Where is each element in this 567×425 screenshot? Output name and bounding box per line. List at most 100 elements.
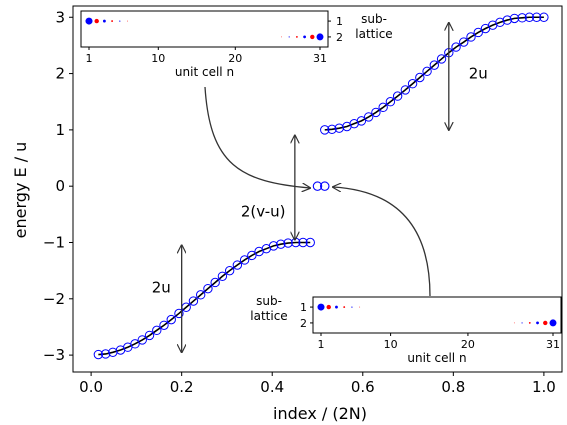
inset-x-label: unit cell n [407, 351, 466, 365]
lower-band-point [276, 239, 286, 249]
inset-x-tick-label: 10 [151, 52, 165, 65]
sublattice2-site [310, 34, 315, 40]
lower-band-point [239, 255, 250, 265]
upper-band-point [524, 12, 535, 22]
annotation-label: 2u [469, 65, 488, 83]
inset-connector-arrows [204, 86, 431, 297]
annotation-arrows: 2u 2(v-u) 2u [152, 23, 488, 352]
upper-band-point [459, 37, 469, 47]
inset-y-tick-label: 2 [300, 317, 307, 330]
sublattice1-site [94, 18, 99, 24]
upper-band-point [517, 13, 527, 23]
inset-frame [80, 10, 329, 48]
band-curves [98, 16, 544, 356]
sublattice1-site [111, 20, 113, 22]
sublattice2-site [296, 36, 298, 38]
sublattice2-site [316, 33, 324, 41]
sublattice2-site [288, 36, 290, 38]
lower-band-point [305, 237, 315, 248]
sublattice2-site [303, 35, 306, 39]
inset-side-label: lattice [250, 309, 287, 323]
inset-x-label: unit cell n [175, 65, 234, 79]
upper-band-point [466, 32, 476, 42]
y-tick-label: 3 [55, 8, 65, 26]
x-tick-label: 0.4 [260, 378, 284, 396]
plot-area [72, 5, 563, 373]
sublattice2-site [543, 320, 548, 326]
lower-band-point [217, 271, 228, 281]
lower-band-point [224, 265, 235, 276]
inset-y-tick-label: 1 [336, 15, 343, 28]
upper-band-point [509, 13, 520, 24]
inset-x-tick-label: 31 [313, 52, 327, 65]
lower-band-point [210, 277, 220, 288]
sublattice1-site [343, 306, 346, 308]
sublattice1-site [335, 305, 338, 309]
sublattice1-site [359, 306, 361, 308]
lower-band-point [152, 325, 162, 336]
lower-band-point [130, 339, 140, 349]
lower-band-point [195, 290, 206, 300]
upper-band-curve [324, 16, 544, 131]
inset-x-tick-label: 20 [228, 52, 242, 65]
lower-band-point [100, 349, 111, 359]
y-tick-label: 0 [55, 177, 65, 195]
x-axis-label: index / (2N) [273, 404, 367, 423]
band-markers [93, 12, 549, 360]
inset-side-label: sub- [256, 294, 282, 308]
upper-band-point [327, 124, 337, 135]
lower-band-point [159, 320, 169, 330]
upper-band-point [363, 112, 374, 122]
upper-band-point [320, 125, 330, 135]
sublattice2-site [281, 36, 282, 38]
y-tick-label: −1 [43, 233, 65, 251]
lower-band-point [166, 314, 176, 325]
upper-band-point [392, 91, 403, 101]
upper-band-point [400, 85, 411, 95]
lower-band-point [298, 237, 308, 248]
lower-band-point [232, 260, 243, 270]
sublattice1-site [103, 19, 106, 23]
inset-y-tick-label: 2 [336, 31, 343, 44]
lower-band-point [268, 241, 279, 251]
upper-band-point [356, 116, 367, 126]
x-tick-label: 0.0 [79, 378, 103, 396]
sublattice2-site [521, 322, 523, 324]
y-tick-label: 1 [55, 121, 65, 139]
lower-band-curve [98, 241, 311, 356]
y-tick-label: 2 [55, 65, 65, 83]
inset-side-label: sub- [361, 12, 387, 26]
lower-band-point [283, 238, 293, 248]
upper-band-point [473, 27, 483, 38]
sublattice1-site [119, 20, 121, 22]
lower-band-point [137, 335, 147, 345]
upper-band-point [415, 72, 425, 83]
upper-band-point [429, 60, 440, 70]
upper-band-point [371, 107, 381, 118]
inset-x-tick-label: 10 [384, 338, 398, 351]
connector-arrow-bottom [333, 187, 431, 297]
lower-band-point [188, 296, 199, 306]
connector-arrow-top [204, 86, 310, 188]
inset-top: 1 10 20 31 unit cell n 1 2 sub-lattice [80, 10, 393, 79]
upper-band-point [378, 102, 388, 113]
upper-band-point [407, 79, 418, 89]
sublattice1-site [317, 303, 325, 311]
inset-x-tick-label: 1 [86, 52, 93, 65]
sublattice2-site [528, 322, 531, 324]
sublattice2-site [549, 319, 557, 327]
annotation-label: 2u [152, 279, 171, 297]
edge-state-point [319, 181, 330, 191]
inset-side-label: lattice [355, 27, 392, 41]
sublattice2-site [536, 321, 539, 325]
inset-y-tick-label: 1 [300, 301, 307, 314]
sublattice1-site [85, 17, 93, 25]
upper-band-point [539, 12, 549, 22]
x-tick-label: 0.8 [441, 378, 465, 396]
y-tick-label: −2 [43, 290, 65, 308]
lower-band-point [144, 330, 155, 341]
annotation-label: 2(v-u) [241, 203, 286, 221]
plot-frame [72, 5, 563, 373]
